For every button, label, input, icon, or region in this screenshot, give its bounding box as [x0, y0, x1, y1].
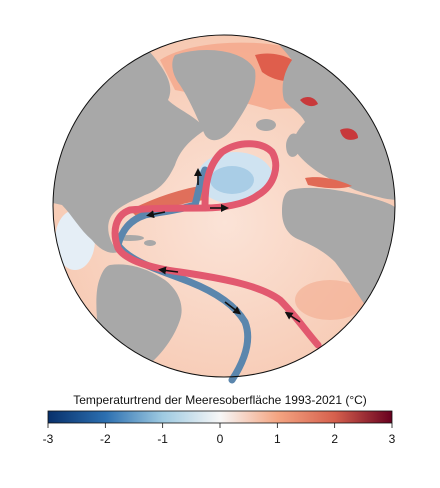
colorbar-tick-label: 3 [388, 432, 396, 446]
iceland [256, 119, 276, 131]
colorbar-ticks [47, 423, 393, 428]
colorbar [47, 410, 393, 428]
current-direction-arrows [146, 168, 301, 323]
arrow-southward [224, 301, 242, 315]
colorbar-gradient [47, 410, 393, 424]
colorbar-tick-label: -1 [157, 432, 168, 446]
ocean-currents [111, 140, 322, 384]
colorbar-tick-label: 1 [273, 432, 281, 446]
globe-outline [52, 34, 396, 378]
british-isles [286, 133, 301, 157]
greenland [172, 50, 256, 141]
colorbar-title: Temperaturtrend der Meeresoberfläche 199… [73, 393, 367, 407]
colorbar-tick-label: -3 [42, 432, 54, 446]
black-sea-warm [340, 128, 358, 140]
colorbar-tick-label: -2 [99, 432, 111, 446]
mediterranean-warm [305, 177, 352, 189]
arrow-cold-nw [146, 210, 166, 219]
colorbar-tick-label: 0 [216, 432, 224, 446]
hispaniola [144, 240, 156, 246]
south-atlantic-warm [295, 280, 365, 320]
cold-anomaly-core [210, 166, 254, 194]
colorbar-tick-label: 2 [331, 432, 338, 446]
warm-current-path [111, 140, 322, 349]
north-sea-warm [300, 96, 318, 107]
arrow-south-atlantic [284, 311, 301, 323]
arrow-warm-west [158, 266, 179, 275]
